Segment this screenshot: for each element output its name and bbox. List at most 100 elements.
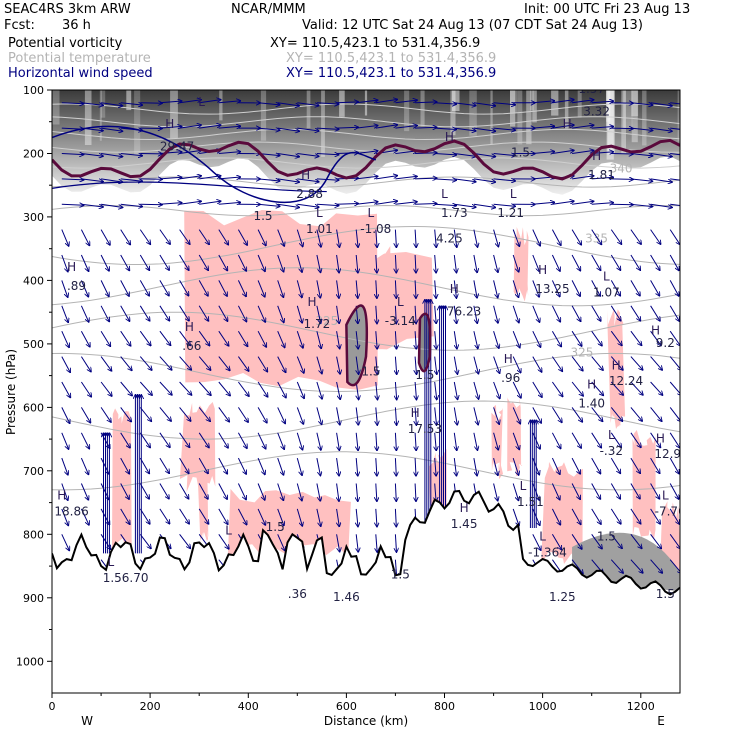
wind-vector (100, 381, 112, 396)
theta-contour-label: 335 (585, 231, 608, 245)
wind-vector (80, 407, 90, 423)
stratosphere-texture (364, 90, 368, 116)
wind-vector (650, 153, 673, 157)
wind-vector (610, 533, 622, 548)
terrain-mask (52, 491, 680, 693)
wind-vector (551, 432, 560, 449)
wind-vector (670, 153, 680, 156)
stratosphere-texture (100, 90, 106, 118)
theta-contour (52, 400, 680, 440)
wind-vector (571, 407, 582, 422)
wind-vector (572, 176, 594, 180)
wind-vector (237, 381, 249, 396)
wind-vector (473, 407, 478, 425)
wind-vector (316, 432, 321, 451)
wind-vector (61, 356, 71, 373)
stratosphere-texture (126, 90, 132, 111)
stratosphere-texture (469, 90, 477, 136)
wind-vector (61, 330, 69, 347)
wind-vector (258, 154, 280, 156)
x-tick-label: 400 (238, 700, 259, 713)
wind-vector (257, 534, 267, 550)
stratosphere-texture (170, 90, 178, 139)
wind-vector (296, 534, 303, 551)
wind-vector (297, 102, 319, 106)
wind-vector (257, 483, 265, 501)
wind-vector (415, 483, 416, 502)
wind-vector (630, 483, 640, 500)
wind-vector (336, 508, 340, 527)
wind-vector (356, 100, 378, 104)
wind-vector (61, 483, 68, 501)
wind-vector (434, 103, 457, 104)
field-value-label: 1.5 (361, 365, 380, 379)
pv-grey-blob (418, 313, 431, 372)
wind-vector (435, 280, 436, 298)
x-tick-label: 200 (140, 700, 161, 713)
wind-speed-contour (52, 125, 377, 204)
field-value-label: 1.81 (588, 168, 615, 182)
wind-vector (395, 534, 396, 552)
wind-vector (376, 407, 378, 425)
wind-vector (532, 534, 541, 550)
wind-vector (415, 229, 416, 248)
wind-vector (571, 432, 581, 448)
y-tick-label: 100 (23, 84, 44, 97)
y-axis-title: Pressure (hPa) (4, 349, 18, 435)
low-marker: L (397, 295, 404, 309)
y-tick-label: 500 (23, 338, 44, 351)
model-title: SEAC4RS 3km ARW (4, 2, 131, 17)
wind-vector (571, 229, 581, 245)
wind-vector (356, 176, 378, 180)
pv-grey-blob (346, 305, 367, 386)
wind-vector (551, 407, 562, 422)
wind-vector (493, 254, 498, 273)
low-marker: L (510, 187, 517, 201)
wind-vector (61, 457, 68, 475)
wind-vector (336, 559, 341, 578)
wind-vector (336, 534, 340, 552)
wind-vector (179, 125, 202, 129)
wind-vector (277, 483, 284, 501)
wind-vector (80, 229, 89, 246)
wind-vector (356, 305, 358, 324)
wind-vector (296, 229, 303, 247)
wind-vector (630, 533, 642, 548)
wind-vector (376, 458, 377, 476)
wind-vector (237, 483, 246, 500)
wind-vector (591, 356, 604, 371)
wind-vector (336, 432, 340, 451)
wind-vector (198, 254, 208, 271)
wind-vector (512, 483, 518, 501)
wind-vector (650, 407, 662, 421)
wind-vector (277, 102, 300, 106)
pv-positive-patch (112, 408, 132, 555)
stratosphere-texture (450, 90, 456, 136)
wind-vector (415, 204, 437, 205)
wind-vector (650, 533, 662, 548)
theta-contour (52, 267, 680, 307)
plot-frame (51, 89, 681, 694)
stratosphere-texture (52, 90, 60, 125)
stratosphere-texture (606, 90, 611, 122)
wind-vector (159, 280, 169, 296)
wind-vector (395, 254, 396, 273)
pv-positive-patch (184, 210, 378, 390)
wind-vector (258, 103, 280, 105)
stratosphere-texture (606, 90, 610, 129)
wind-vector (159, 381, 172, 395)
wind-vector (218, 229, 229, 245)
wind-vector (237, 356, 249, 372)
wind-vector (100, 432, 110, 449)
pv-contour (345, 304, 369, 387)
wind-vector (610, 229, 621, 245)
wind-vector (415, 381, 416, 400)
high-marker: H (587, 377, 596, 391)
wind-vector (100, 508, 110, 525)
wind-vector (650, 483, 660, 500)
stratosphere-texture (530, 90, 534, 111)
wind-vector (198, 381, 211, 396)
wind-vector (572, 201, 594, 205)
wind-vector (120, 407, 132, 421)
wind-vector (630, 103, 653, 105)
